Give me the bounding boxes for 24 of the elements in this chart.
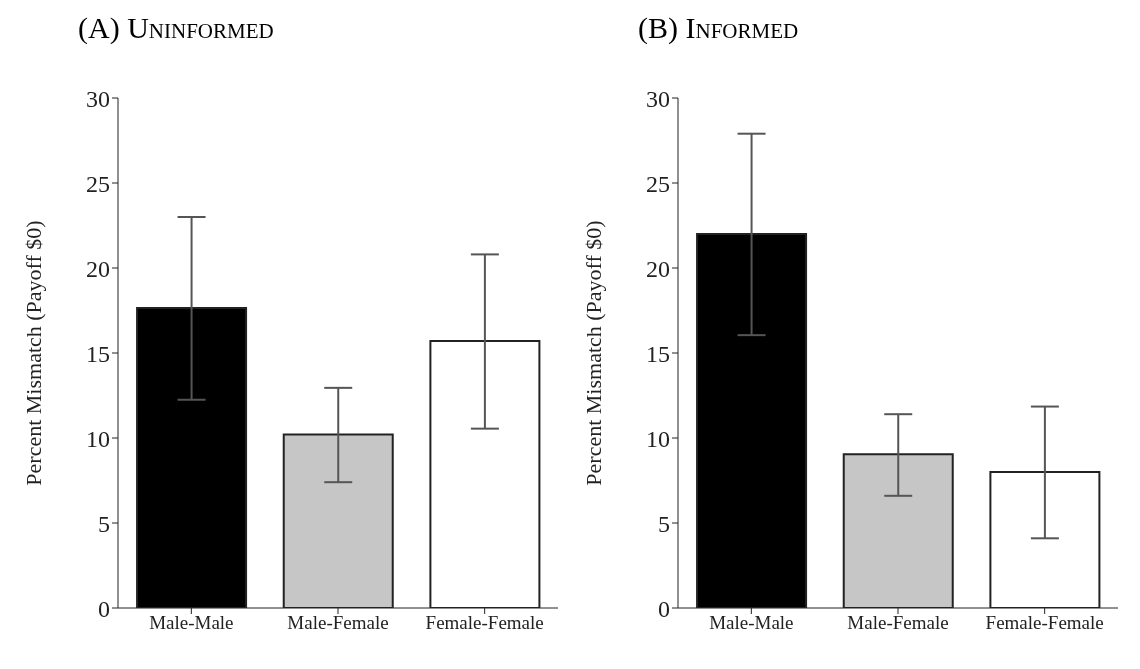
x-tick-label: Female-Female xyxy=(425,612,544,634)
y-tick-label: 15 xyxy=(646,340,670,367)
y-tick-label: 15 xyxy=(86,340,110,367)
y-tick-label: 5 xyxy=(98,510,110,537)
x-tick-label: Male-Female xyxy=(847,612,949,634)
x-tick-label: Male-Male xyxy=(149,612,234,634)
y-tick-label: 30 xyxy=(86,85,110,112)
x-tick-label: Male-Female xyxy=(287,612,389,634)
y-tick-label: 0 xyxy=(658,595,670,622)
x-tick-label: Female-Female xyxy=(985,612,1104,634)
y-tick-label: 20 xyxy=(86,255,110,282)
y-axis-title: Percent Mismatch (Payoff $0) xyxy=(20,220,46,486)
y-tick-label: 20 xyxy=(646,255,670,282)
y-axis-title: Percent Mismatch (Payoff $0) xyxy=(580,220,606,486)
y-tick-label: 10 xyxy=(646,425,670,452)
y-tick-label: 0 xyxy=(98,595,110,622)
x-tick-label: Male-Male xyxy=(709,612,794,634)
y-tick-label: 10 xyxy=(86,425,110,452)
chart-title: (B) Informed xyxy=(637,10,800,46)
y-tick-label: 25 xyxy=(646,170,670,197)
y-tick-label: 25 xyxy=(86,170,110,197)
y-tick-label: 30 xyxy=(646,85,670,112)
y-tick-label: 5 xyxy=(658,510,670,537)
chart-title: (A) Uninformed xyxy=(77,10,275,46)
